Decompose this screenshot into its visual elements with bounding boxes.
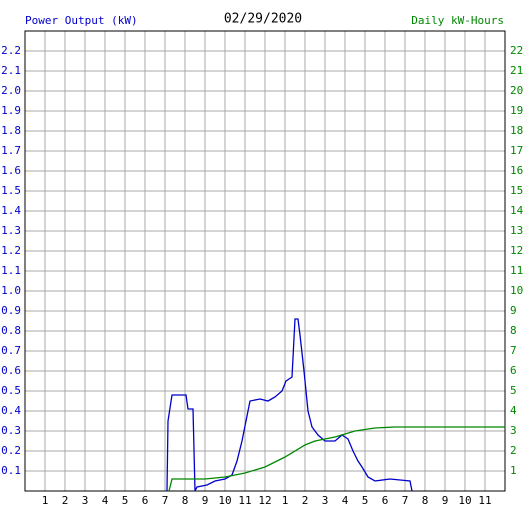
x-tick-label: 2 [302,494,309,507]
y2-tick-label: 14 [510,204,524,217]
y-tick-label: 1.8 [1,124,21,137]
data-line [166,318,413,492]
x-tick-label: 1 [282,494,289,507]
y2-tick-label: 15 [510,184,523,197]
x-tick-label: 1 [42,494,49,507]
y2-tick-label: 22 [510,44,523,57]
x-tick-label: 9 [202,494,209,507]
y-tick-label: 1.7 [1,144,21,157]
y-tick-label: 2.1 [1,64,21,77]
y-tick-label: 0.3 [1,424,21,437]
y-tick-label: 0.1 [1,464,21,477]
y-tick-label: 1.0 [1,284,21,297]
y-tick-label: 0.8 [1,324,21,337]
y2-axis-label: Daily kW-Hours [411,14,504,27]
y2-tick-label: 3 [510,424,517,437]
y2-tick-label: 12 [510,244,523,257]
data-line [168,426,505,492]
x-tick-label: 8 [422,494,429,507]
y2-tick-label: 21 [510,64,523,77]
x-tick-label: 4 [102,494,109,507]
x-tick-label: 5 [362,494,369,507]
x-tick-label: 9 [442,494,449,507]
y-tick-label: 0.7 [1,344,21,357]
y-tick-label: 1.9 [1,104,21,117]
x-tick-label: 5 [122,494,129,507]
x-tick-label: 11 [478,494,491,507]
y-axis-label: Power Output (kW) [25,14,138,27]
y-tick-label: 2.2 [1,44,21,57]
y-tick-label: 1.2 [1,244,21,257]
y-tick-label: 1.3 [1,224,21,237]
x-tick-label: 7 [162,494,169,507]
y-tick-label: 0.6 [1,364,21,377]
x-tick-label: 10 [218,494,231,507]
x-tick-label: 6 [382,494,389,507]
x-tick-label: 10 [458,494,471,507]
x-tick-label: 3 [322,494,329,507]
y2-tick-label: 9 [510,304,517,317]
y2-tick-label: 8 [510,324,517,337]
x-tick-label: 4 [342,494,349,507]
y2-tick-label: 13 [510,224,523,237]
chart-title: 02/29/2020 [224,12,302,27]
x-tick-label: 12 [258,494,271,507]
y-tick-label: 1.5 [1,184,21,197]
y2-tick-label: 1 [510,464,517,477]
y2-tick-label: 2 [510,444,517,457]
y2-tick-label: 4 [510,404,517,417]
y2-tick-label: 10 [510,284,523,297]
x-tick-label: 8 [182,494,189,507]
y2-tick-label: 5 [510,384,517,397]
x-tick-label: 2 [62,494,69,507]
plot-frame [24,30,506,492]
y-tick-label: 1.4 [1,204,21,217]
x-tick-label: 6 [142,494,149,507]
y2-tick-label: 7 [510,344,517,357]
y-tick-label: 1.1 [1,264,21,277]
y-tick-label: 0.4 [1,404,21,417]
x-tick-label: 3 [82,494,89,507]
y2-tick-label: 20 [510,84,523,97]
y2-tick-label: 6 [510,364,517,377]
y2-tick-label: 18 [510,124,523,137]
y2-tick-label: 16 [510,164,523,177]
y-tick-label: 0.2 [1,444,21,457]
y-tick-label: 0.9 [1,304,21,317]
y-tick-label: 1.6 [1,164,21,177]
x-tick-label: 7 [402,494,409,507]
y-tick-label: 2.0 [1,84,21,97]
x-tick-label: 11 [238,494,251,507]
y2-tick-label: 19 [510,104,523,117]
y-tick-label: 0.5 [1,384,21,397]
y2-tick-label: 17 [510,144,523,157]
y2-tick-label: 11 [510,264,523,277]
